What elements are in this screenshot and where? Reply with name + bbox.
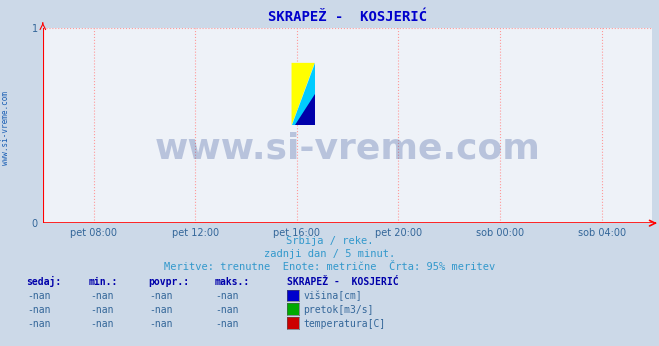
Text: -nan: -nan [90, 319, 114, 329]
Text: www.si-vreme.com: www.si-vreme.com [1, 91, 10, 165]
Text: Meritve: trenutne  Enote: metrične  Črta: 95% meritev: Meritve: trenutne Enote: metrične Črta: … [164, 262, 495, 272]
Text: povpr.:: povpr.: [148, 277, 189, 288]
Text: www.si-vreme.com: www.si-vreme.com [155, 132, 540, 166]
Text: min.:: min.: [89, 277, 119, 288]
Text: -nan: -nan [215, 319, 239, 329]
Text: maks.:: maks.: [214, 277, 249, 288]
Title: SKRAPEŽ -  KOSJERIĆ: SKRAPEŽ - KOSJERIĆ [268, 10, 427, 24]
Text: -nan: -nan [28, 291, 51, 301]
Text: -nan: -nan [90, 305, 114, 315]
Text: zadnji dan / 5 minut.: zadnji dan / 5 minut. [264, 249, 395, 259]
Text: -nan: -nan [150, 291, 173, 301]
Text: SKRAPEŽ -  KOSJERIĆ: SKRAPEŽ - KOSJERIĆ [287, 277, 398, 288]
Polygon shape [295, 94, 315, 126]
Text: -nan: -nan [28, 305, 51, 315]
Polygon shape [291, 63, 315, 126]
Text: višina[cm]: višina[cm] [303, 291, 362, 301]
Text: -nan: -nan [215, 305, 239, 315]
Text: pretok[m3/s]: pretok[m3/s] [303, 305, 374, 315]
Text: -nan: -nan [150, 319, 173, 329]
Text: temperatura[C]: temperatura[C] [303, 319, 386, 329]
Text: -nan: -nan [90, 291, 114, 301]
Text: sedaj:: sedaj: [26, 276, 61, 288]
Text: Srbija / reke.: Srbija / reke. [286, 236, 373, 246]
Text: -nan: -nan [28, 319, 51, 329]
Polygon shape [291, 63, 315, 126]
Text: -nan: -nan [150, 305, 173, 315]
Text: -nan: -nan [215, 291, 239, 301]
